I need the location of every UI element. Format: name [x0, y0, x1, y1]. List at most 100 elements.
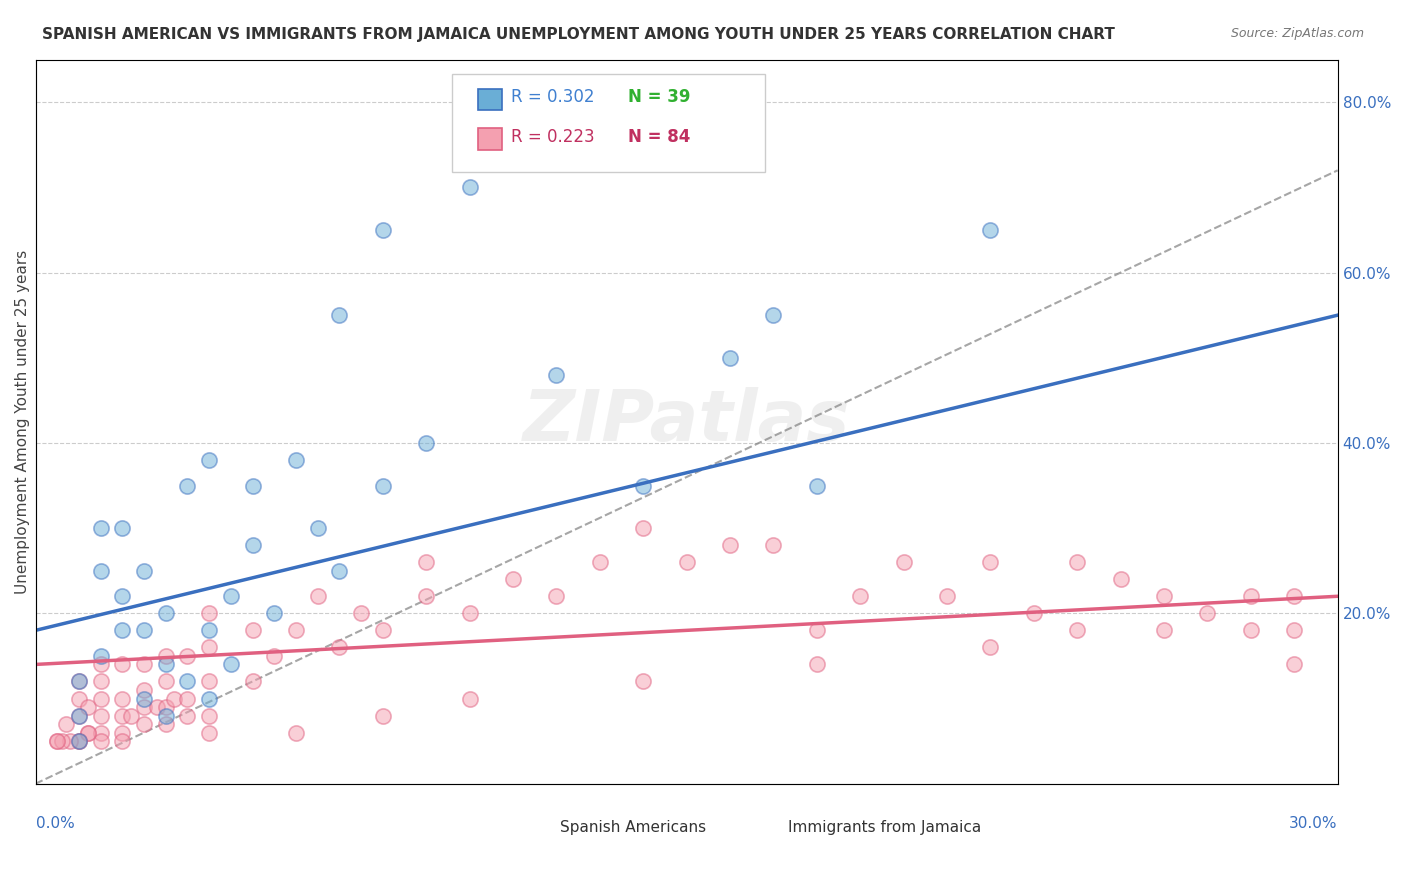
- Text: Spanish Americans: Spanish Americans: [561, 820, 706, 835]
- Point: [589, 555, 612, 569]
- Point: [762, 538, 785, 552]
- Point: [263, 648, 285, 663]
- Point: [176, 708, 198, 723]
- Text: N = 84: N = 84: [628, 128, 690, 146]
- Point: [458, 691, 481, 706]
- Point: [631, 521, 654, 535]
- Point: [458, 607, 481, 621]
- Point: [46, 734, 69, 748]
- Point: [242, 478, 264, 492]
- Point: [675, 555, 697, 569]
- Point: [51, 734, 73, 748]
- Point: [67, 734, 90, 748]
- Point: [59, 734, 82, 748]
- Point: [1284, 657, 1306, 672]
- Point: [155, 607, 177, 621]
- Point: [979, 555, 1001, 569]
- Point: [132, 700, 155, 714]
- Text: ZIPatlas: ZIPatlas: [523, 387, 851, 456]
- Point: [155, 700, 177, 714]
- Point: [111, 734, 134, 748]
- Point: [163, 691, 186, 706]
- Point: [198, 674, 221, 689]
- Point: [176, 691, 198, 706]
- Point: [219, 657, 242, 672]
- Text: N = 39: N = 39: [628, 88, 690, 106]
- Point: [90, 691, 112, 706]
- Text: Source: ZipAtlas.com: Source: ZipAtlas.com: [1230, 27, 1364, 40]
- Point: [67, 734, 90, 748]
- Point: [111, 521, 134, 535]
- Point: [67, 708, 90, 723]
- Point: [849, 589, 872, 603]
- Point: [806, 624, 828, 638]
- Point: [90, 725, 112, 739]
- Text: 0.0%: 0.0%: [35, 816, 75, 831]
- Point: [307, 521, 329, 535]
- Text: R = 0.302: R = 0.302: [510, 88, 595, 106]
- Point: [350, 607, 373, 621]
- Point: [132, 683, 155, 698]
- Point: [1153, 589, 1175, 603]
- Point: [263, 607, 285, 621]
- Point: [328, 640, 350, 655]
- Point: [936, 589, 959, 603]
- Point: [90, 674, 112, 689]
- Point: [285, 453, 308, 467]
- Point: [132, 691, 155, 706]
- Point: [176, 674, 198, 689]
- Point: [1066, 555, 1088, 569]
- Point: [198, 624, 221, 638]
- Point: [1066, 624, 1088, 638]
- Point: [120, 708, 142, 723]
- Point: [546, 589, 568, 603]
- Point: [242, 674, 264, 689]
- Point: [718, 351, 741, 365]
- Point: [371, 708, 394, 723]
- Point: [1284, 624, 1306, 638]
- Point: [90, 734, 112, 748]
- Point: [176, 648, 198, 663]
- Point: [55, 717, 77, 731]
- Point: [219, 589, 242, 603]
- Point: [307, 589, 329, 603]
- Point: [285, 725, 308, 739]
- Point: [146, 700, 169, 714]
- Point: [762, 308, 785, 322]
- Point: [242, 538, 264, 552]
- Point: [1240, 624, 1263, 638]
- Point: [67, 708, 90, 723]
- Point: [111, 657, 134, 672]
- Point: [1109, 572, 1132, 586]
- Point: [90, 657, 112, 672]
- Point: [328, 564, 350, 578]
- Point: [155, 674, 177, 689]
- Point: [132, 624, 155, 638]
- Point: [90, 648, 112, 663]
- Point: [371, 478, 394, 492]
- Point: [631, 478, 654, 492]
- Point: [76, 725, 98, 739]
- Point: [198, 453, 221, 467]
- Point: [415, 555, 437, 569]
- FancyBboxPatch shape: [453, 74, 765, 172]
- Point: [67, 674, 90, 689]
- Point: [111, 708, 134, 723]
- Point: [132, 717, 155, 731]
- Point: [415, 436, 437, 450]
- Point: [285, 624, 308, 638]
- Point: [111, 691, 134, 706]
- Point: [67, 734, 90, 748]
- Point: [111, 624, 134, 638]
- Point: [198, 640, 221, 655]
- FancyBboxPatch shape: [758, 818, 782, 836]
- Point: [176, 478, 198, 492]
- Point: [155, 648, 177, 663]
- Point: [1022, 607, 1045, 621]
- Point: [90, 564, 112, 578]
- Point: [1153, 624, 1175, 638]
- Point: [893, 555, 915, 569]
- Point: [90, 708, 112, 723]
- Point: [198, 691, 221, 706]
- Point: [198, 607, 221, 621]
